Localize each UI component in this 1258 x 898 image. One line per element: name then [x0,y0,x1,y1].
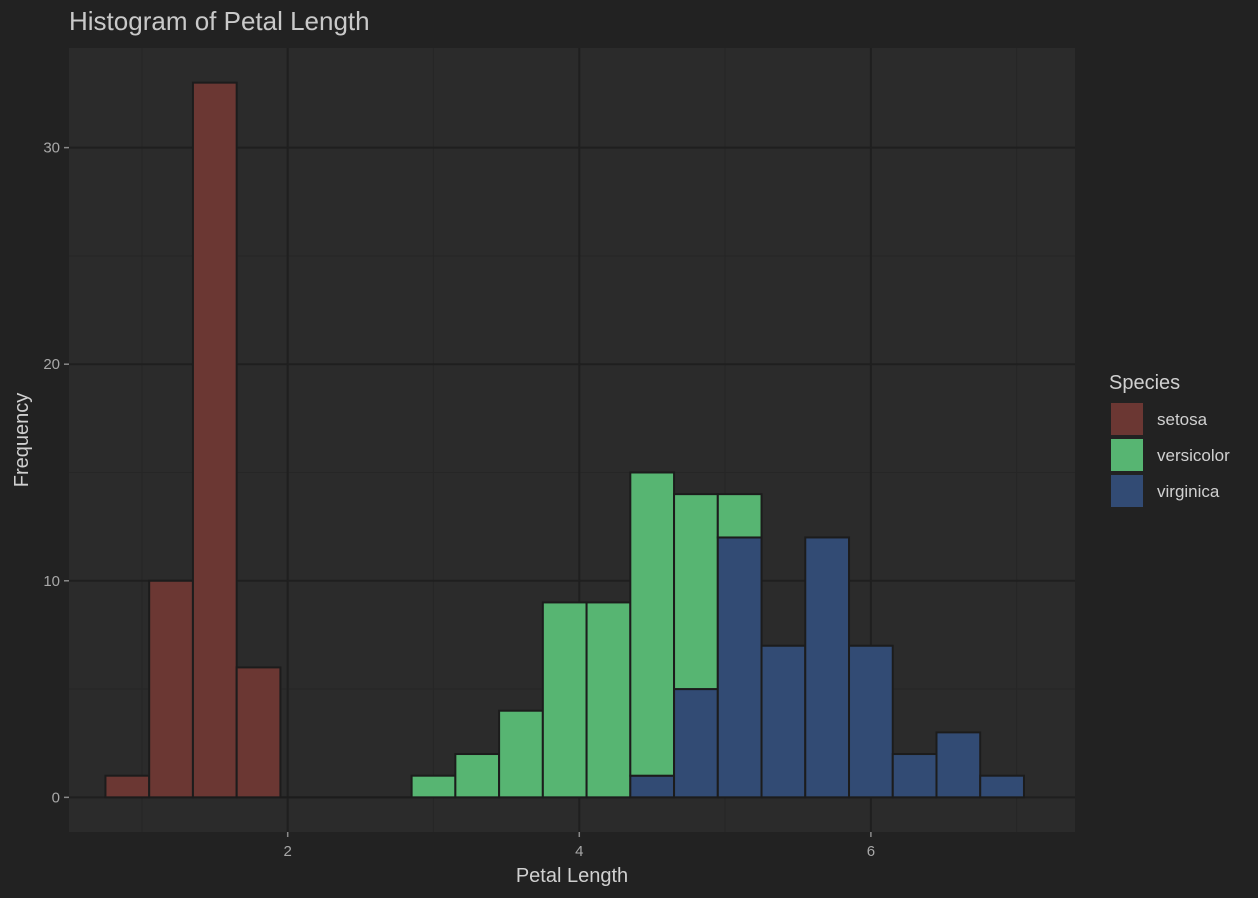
y-tick-label: 30 [43,140,60,157]
bar-versicolor [716,493,763,539]
x-tick-label: 4 [575,843,583,860]
x-tick-label: 2 [284,843,292,860]
bar-virginica [848,644,894,799]
bar-versicolor [585,601,632,799]
legend-key-setosa [1111,403,1143,435]
bar-virginica [629,774,676,799]
legend-key-versicolor [1111,439,1143,471]
bar-virginica [979,774,1025,799]
bar-versicolor [454,753,501,799]
y-axis-ticks: 0 10 20 30 [43,140,69,806]
bar-virginica [760,644,807,799]
legend-items: setosa versicolor virginica [1111,403,1230,507]
y-axis-title: Frequency [11,393,33,488]
bar-virginica [891,753,938,799]
legend-label-versicolor: versicolor [1157,446,1230,465]
legend: Species setosa versicolor virginica [1109,372,1230,507]
legend-key-virginica [1111,475,1143,507]
bar-setosa [235,666,282,799]
legend-title: Species [1109,372,1180,394]
legend-label-setosa: setosa [1157,410,1208,429]
bar-versicolor [629,471,676,777]
bar-versicolor [673,493,719,691]
x-tick-label: 6 [867,843,875,860]
bars [104,81,1025,799]
y-tick-label: 10 [43,573,60,590]
bar-virginica [804,536,851,799]
bar-virginica [716,536,763,799]
bar-setosa [148,579,194,799]
bar-setosa [104,774,151,799]
bar-versicolor [410,774,457,799]
chart-title: Histogram of Petal Length [69,6,370,36]
bar-setosa [191,81,238,799]
x-axis-title: Petal Length [516,865,628,887]
bar-versicolor [498,709,544,799]
y-tick-label: 20 [43,356,60,373]
bar-virginica [673,688,719,799]
bar-virginica [935,731,982,799]
legend-label-virginica: virginica [1157,482,1220,501]
bar-versicolor [541,601,588,799]
x-axis-ticks: 2 4 6 [284,832,875,860]
y-tick-label: 0 [52,789,60,806]
